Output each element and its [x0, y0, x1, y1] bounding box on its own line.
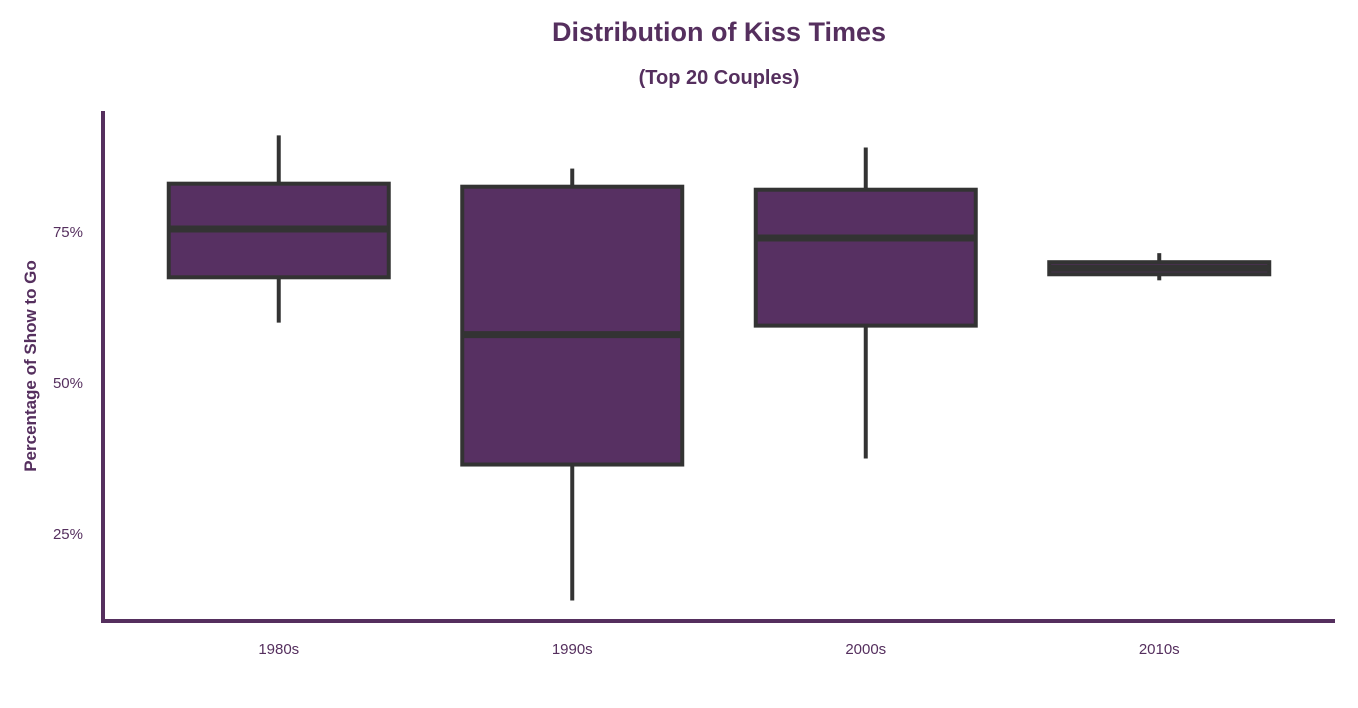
- chart-title: Distribution of Kiss Times: [552, 17, 886, 47]
- box-1980s: [166, 135, 391, 323]
- y-tick-label: 50%: [53, 375, 83, 392]
- chart-subtitle: (Top 20 Couples): [639, 67, 800, 89]
- box-iqr: [460, 184, 685, 467]
- y-ticks-group: 25% 50% 75%: [53, 224, 83, 543]
- y-tick-label: 75%: [53, 224, 83, 241]
- x-tick-label: 2010s: [1139, 641, 1180, 658]
- box-2010s: [1047, 253, 1272, 281]
- x-ticks-group: 1980s 1990s 2000s 2010s: [258, 641, 1179, 658]
- y-tick-label: 25%: [53, 526, 83, 543]
- box-iqr: [753, 187, 978, 328]
- y-axis-label: Percentage of Show to Go: [21, 260, 40, 472]
- boxes-group: [166, 135, 1272, 601]
- box-2000s: [753, 147, 978, 459]
- box-1990s: [460, 168, 685, 601]
- x-tick-label: 1990s: [552, 641, 593, 658]
- x-tick-label: 2000s: [845, 641, 886, 658]
- x-tick-label: 1980s: [258, 641, 299, 658]
